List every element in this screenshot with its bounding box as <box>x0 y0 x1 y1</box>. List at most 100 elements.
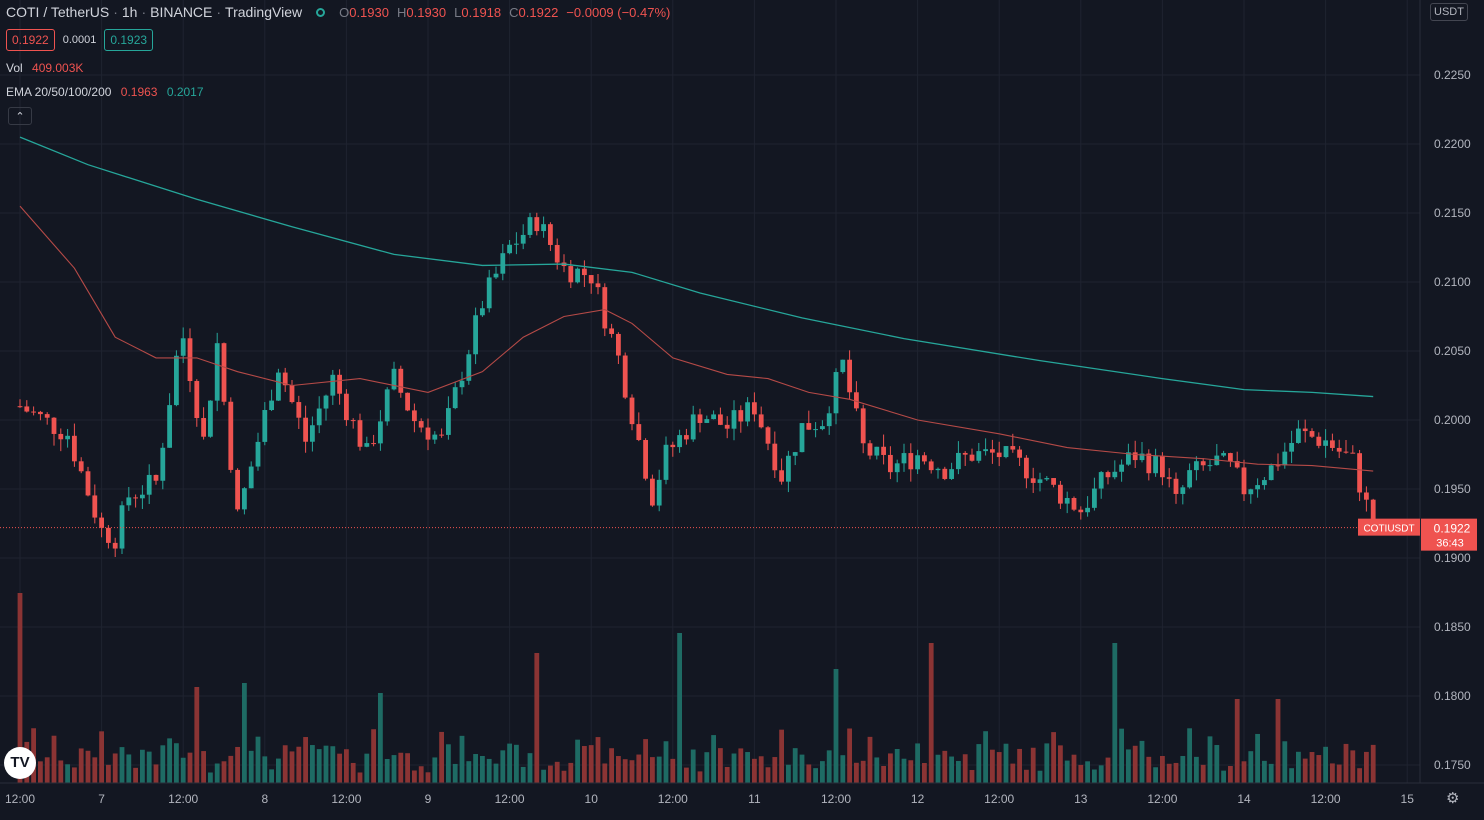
candle-body <box>704 419 710 423</box>
candle-body <box>677 435 682 448</box>
volume-bar <box>439 731 444 783</box>
ema-50-line <box>19 205 1374 472</box>
volume-bar <box>962 754 968 783</box>
volume-bar <box>262 756 268 783</box>
volume-bar <box>1200 764 1206 783</box>
interval[interactable]: 1h <box>121 4 138 20</box>
volume-bar <box>1221 770 1226 783</box>
candle-body <box>350 420 356 422</box>
candle-body <box>201 418 206 437</box>
candle-body <box>609 328 614 334</box>
candle-body <box>1098 472 1104 489</box>
candle-body <box>636 424 642 441</box>
candle-body <box>595 283 601 288</box>
candle-body <box>833 372 839 414</box>
candle-body <box>391 368 397 390</box>
volume-bar <box>1105 757 1111 783</box>
volume-bar <box>514 744 519 783</box>
market-status-icon[interactable] <box>316 7 326 17</box>
tradingview-logo[interactable]: TV <box>4 747 36 779</box>
last-price-tag: COTIUSDT 0.1922 36:43 <box>1358 518 1477 551</box>
candle-body <box>323 395 329 409</box>
volume-bar <box>894 748 900 783</box>
volume-bar <box>242 683 247 783</box>
candle-body <box>1030 478 1036 483</box>
volume-bar <box>527 753 533 783</box>
candle-body <box>507 244 512 254</box>
candle-body <box>582 268 587 276</box>
candle-body <box>1207 465 1213 467</box>
volume-bar <box>860 760 866 783</box>
volume-bar <box>697 771 703 783</box>
candle-body <box>1092 488 1097 508</box>
candle-body <box>854 392 859 409</box>
volume-bar <box>867 736 873 783</box>
candle-body <box>813 429 818 431</box>
sell-button[interactable]: 0.1922 <box>6 29 55 51</box>
volume-bar <box>588 745 594 783</box>
volume-bar <box>384 758 390 783</box>
candle-body <box>500 253 506 274</box>
symbol-header: COTI / TetherUS · 1h · BINANCE · Trading… <box>6 4 678 20</box>
candle-body <box>616 333 621 356</box>
candle-body <box>146 474 152 495</box>
volume-bar <box>357 772 363 783</box>
candle-body <box>1119 464 1124 472</box>
candle-body <box>1309 431 1315 437</box>
currency-button[interactable]: USDT <box>1430 3 1468 21</box>
candle-body <box>112 542 118 549</box>
ema-legend[interactable]: EMA 20/50/100/200 0.1963 0.2017 <box>6 85 204 99</box>
price-tag <box>1421 518 1477 551</box>
candle-body <box>1085 507 1090 513</box>
candles <box>17 212 1376 557</box>
data-source: TradingView <box>225 4 303 20</box>
candle-body <box>1132 452 1138 461</box>
x-tick-label: 9 <box>425 792 432 806</box>
volume-bar <box>425 772 431 783</box>
volume-bar <box>1357 768 1362 783</box>
candle-body <box>72 435 77 462</box>
volume-bar <box>330 746 336 783</box>
candle-body <box>31 411 36 413</box>
candle-body <box>180 338 186 356</box>
candle-body <box>153 474 159 481</box>
volume-bar <box>58 760 64 783</box>
candle-body <box>119 505 125 549</box>
collapse-legend-button[interactable]: ⌃ <box>8 107 32 125</box>
x-tick-label: 12:00 <box>1147 792 1177 806</box>
candle-body <box>534 217 540 232</box>
volume-bar <box>636 754 642 783</box>
volume-bar <box>112 753 118 783</box>
candle-body <box>996 452 1002 458</box>
candle-body <box>235 469 240 510</box>
candle-body <box>588 275 594 284</box>
y-tick-label: 0.1800 <box>1434 689 1471 703</box>
candle-body <box>38 411 43 415</box>
candle-body <box>1037 479 1043 483</box>
volume-bar <box>459 735 465 783</box>
candle-body <box>459 380 465 388</box>
volume-bar <box>1058 745 1063 783</box>
volume-bar <box>520 766 526 783</box>
candle-body <box>371 443 376 445</box>
candle-body <box>425 427 431 440</box>
candle-body <box>1051 478 1056 485</box>
volume-bar <box>194 687 200 783</box>
candle-body <box>357 420 363 447</box>
buy-button[interactable]: 0.1923 <box>104 29 154 51</box>
volume-bar <box>337 753 342 783</box>
gear-icon[interactable]: ⚙ <box>1446 790 1460 807</box>
candle-body <box>1173 478 1179 494</box>
price-tag-countdown: 36:43 <box>1436 538 1464 550</box>
candle-body <box>92 495 98 518</box>
volume-bar <box>1255 733 1260 783</box>
volume-bar <box>1316 755 1322 783</box>
symbol-name[interactable]: COTI / TetherUS <box>6 4 110 20</box>
x-tick-label: 12:00 <box>168 792 198 806</box>
volume-bar <box>826 750 832 783</box>
ema-label: EMA 20/50/100/200 <box>6 85 112 99</box>
volume-legend[interactable]: Vol 409.003K <box>6 61 83 75</box>
volume-bar <box>1180 755 1186 783</box>
